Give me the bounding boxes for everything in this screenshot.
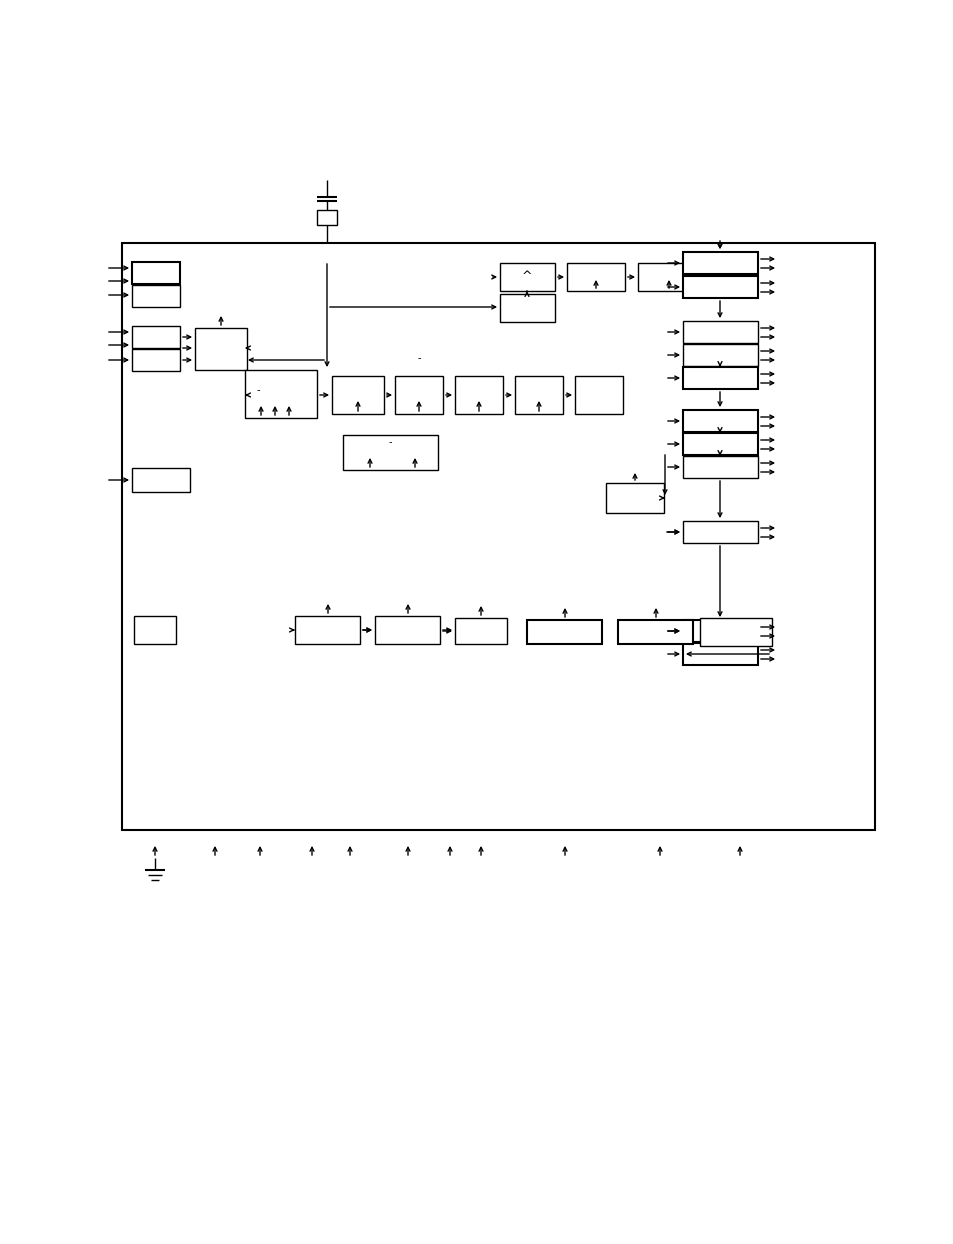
Bar bbox=[316, 210, 336, 225]
Bar bbox=[682, 457, 758, 478]
Bar bbox=[132, 262, 180, 284]
Bar bbox=[682, 321, 758, 343]
Bar bbox=[132, 326, 180, 348]
Bar bbox=[515, 376, 562, 414]
Text: -: - bbox=[416, 353, 420, 363]
Bar bbox=[294, 616, 359, 644]
Bar bbox=[499, 262, 555, 291]
Bar bbox=[575, 376, 622, 414]
Bar bbox=[682, 253, 758, 274]
Bar bbox=[526, 620, 601, 644]
Bar bbox=[245, 369, 316, 418]
Bar bbox=[682, 345, 758, 366]
Text: ^: ^ bbox=[521, 270, 532, 284]
Bar bbox=[395, 376, 442, 414]
Text: -: - bbox=[256, 384, 259, 396]
Bar bbox=[332, 376, 384, 414]
Bar bbox=[133, 616, 175, 644]
Text: -: - bbox=[388, 437, 392, 447]
Bar bbox=[499, 294, 555, 322]
Bar bbox=[618, 620, 692, 644]
Bar bbox=[700, 618, 771, 646]
Bar bbox=[682, 276, 758, 299]
Bar bbox=[682, 367, 758, 389]
Bar bbox=[682, 411, 758, 432]
Bar bbox=[194, 328, 247, 369]
Bar bbox=[682, 643, 758, 666]
Bar bbox=[682, 620, 758, 642]
Bar bbox=[132, 285, 180, 307]
Bar bbox=[638, 262, 700, 291]
Bar bbox=[455, 618, 506, 644]
Bar bbox=[343, 435, 437, 470]
Bar bbox=[605, 483, 663, 513]
Bar bbox=[375, 616, 439, 644]
Bar bbox=[566, 262, 624, 291]
Bar bbox=[455, 376, 502, 414]
Bar bbox=[682, 521, 758, 542]
Bar bbox=[682, 433, 758, 455]
Bar bbox=[132, 350, 180, 371]
Bar bbox=[122, 243, 874, 830]
Bar bbox=[132, 468, 190, 491]
Text: -: - bbox=[188, 332, 191, 342]
